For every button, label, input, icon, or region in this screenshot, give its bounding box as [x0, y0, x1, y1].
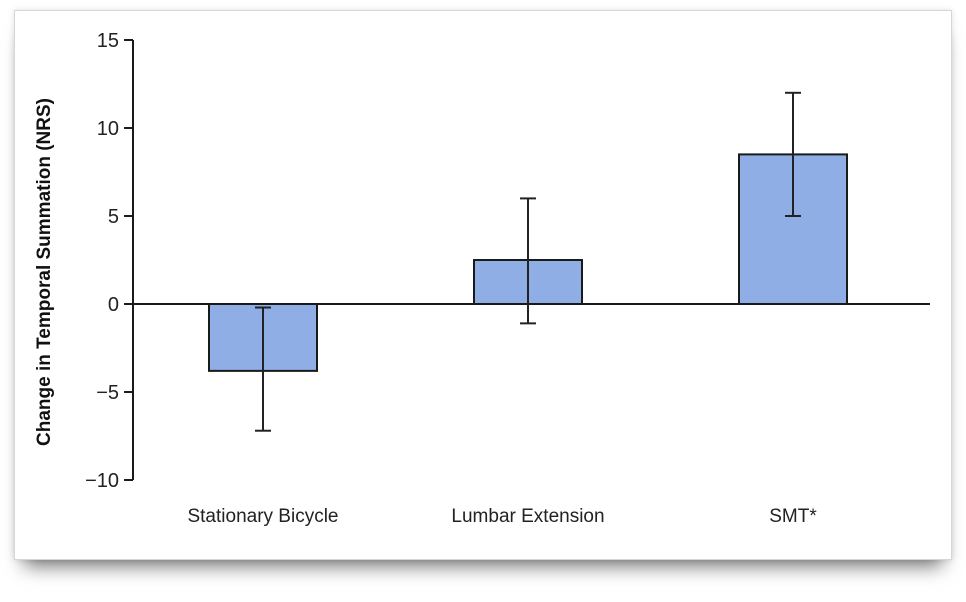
- y-tick-label: 15: [97, 30, 119, 52]
- y-axis: 15 10 5 0 −5 −10: [85, 30, 134, 492]
- error-bars: [255, 91, 801, 432]
- y-tick-label: 10: [97, 118, 119, 140]
- y-tick-label: 0: [108, 294, 119, 316]
- y-tick-label: 5: [108, 206, 119, 228]
- x-category-label-0: Stationary Bicycle: [187, 506, 338, 527]
- error-bar-2: [785, 91, 801, 217]
- error-bar-0: [255, 306, 271, 432]
- x-axis-labels: Stationary Bicycle Lumbar Extension SMT*: [187, 506, 817, 527]
- error-bar-1: [520, 197, 536, 325]
- y-tick-label: −10: [85, 470, 119, 492]
- y-tick-label: −5: [96, 382, 119, 404]
- bars: [133, 153, 930, 372]
- y-axis-title: Change in Temporal Summation (NRS): [34, 98, 55, 446]
- x-category-label-1: Lumbar Extension: [451, 506, 604, 527]
- x-category-label-2: SMT*: [769, 506, 817, 527]
